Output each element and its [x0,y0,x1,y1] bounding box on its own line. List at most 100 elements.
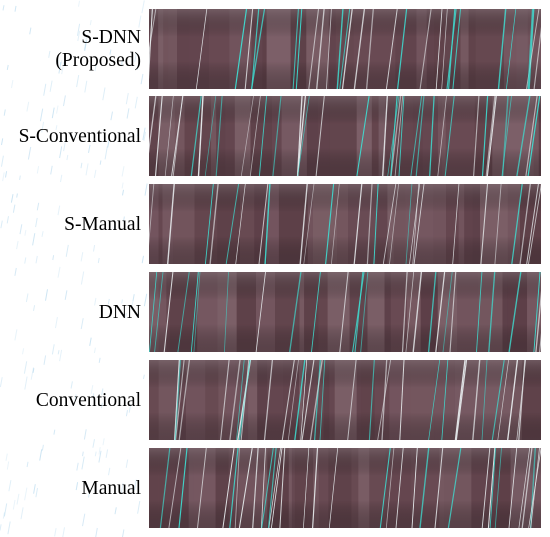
result-image-s-conventional [149,96,541,176]
rain-streak [6,64,9,70]
detection-line [236,360,245,440]
detection-line [395,448,404,528]
rain-streak [33,484,36,494]
detection-line [486,96,497,176]
detection-line [279,448,286,528]
rain-streak [107,298,110,305]
rain-streak [36,202,40,211]
detection-line [518,448,531,528]
panel-shading [149,96,541,176]
detection-line [195,9,208,89]
rain-streak [30,367,34,380]
detection-line [401,272,408,352]
rain-streak [107,138,110,148]
detection-line [303,448,310,528]
rain-streak [49,80,53,92]
detection-line [527,96,541,176]
rain-streak [58,62,62,74]
detection-line [481,360,488,440]
detection-line [527,9,534,89]
detection-line [497,360,509,440]
row-label-conventional: Conventional [0,359,141,441]
detection-line [511,184,523,264]
detection-line [325,9,332,89]
detection-line [264,184,271,264]
detection-line [163,272,174,352]
row-label-s-dnn: S-DNN (Proposed) [0,8,141,90]
detection-line [301,360,315,440]
detection-line [315,96,325,176]
result-image-canvas [149,360,541,440]
rain-streak [24,229,27,236]
row-label-line: S-Manual [64,213,141,235]
detection-line [251,9,260,89]
detection-line [442,272,453,352]
detection-line [382,96,388,176]
detection-line [168,448,182,528]
detection-line [419,448,430,528]
rain-streak [14,329,18,341]
result-image-s-dnn [149,9,541,89]
rain-streak [102,438,105,446]
result-image-canvas [149,272,541,352]
detection-line [366,184,373,264]
row-manual: Manual [0,447,550,529]
row-conventional: Conventional [0,359,550,441]
detection-line [294,360,306,440]
detection-line [519,184,531,264]
rain-streak [5,453,8,461]
detection-line [258,96,268,176]
row-label-line: DNN [98,301,141,323]
detection-line [224,272,229,352]
rain-streak [137,130,140,136]
rain-streak [90,385,94,394]
detection-line [270,448,283,528]
detection-line [159,448,171,528]
detection-line [399,360,405,440]
detection-line [454,360,466,440]
detection-line [373,184,379,264]
detection-line [528,184,541,264]
detection-line [167,184,175,264]
detection-line [316,9,325,89]
rain-streak [94,297,97,306]
rain-streak [80,318,84,330]
detection-line [409,184,421,264]
rain-streak [57,350,60,355]
detection-line [411,448,418,528]
detection-line [528,9,535,89]
detection-line [434,448,444,528]
rain-streak [108,467,111,476]
row-s-conventional: S-Conventional [0,95,550,177]
rain-streak [102,87,106,101]
rain-streak [45,289,48,301]
detection-line [190,96,202,176]
detection-line [353,9,366,89]
rain-streak [51,107,55,119]
detection-line [455,360,468,440]
panel-shading [149,360,541,440]
rain-streak [3,503,8,517]
detection-line [441,360,449,440]
rain-streak [134,96,138,109]
detection-line [190,272,199,352]
rain-streak [82,451,84,457]
rain-streak [137,501,141,514]
rain-streak [89,337,92,346]
detection-line [312,448,319,528]
detection-line [171,96,184,176]
rain-streak [122,189,124,196]
detection-line [506,9,517,89]
rain-streak [142,127,146,141]
detection-line [149,96,157,154]
rain-streak [59,146,63,159]
detection-line [508,448,518,528]
rain-streak [29,27,32,35]
rain-streak [36,166,40,174]
detection-line [252,448,259,528]
detection-line [240,96,254,176]
rain-streak [98,357,101,363]
detection-line [452,184,460,264]
rain-streak [62,527,65,537]
rain-streak [66,154,69,161]
